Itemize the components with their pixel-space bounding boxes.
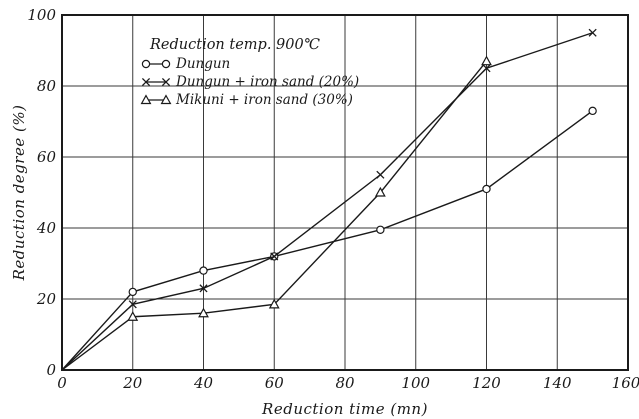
y-tick-label: 20 [36,290,57,308]
x-tick-label: 0 [57,374,67,392]
y-axis-label: Reduction degree (%) [10,105,28,282]
x-axis-label: Reduction time (mn) [261,400,428,418]
legend-label: Dungun [175,56,230,72]
legend-label: Dungun + iron sand (20%) [175,74,359,90]
x-tick-label: 100 [401,374,430,392]
data-point-circle [141,59,151,69]
legend-item: Mikuni + iron sand (30%) [140,92,353,108]
legend-item: Dungun + iron sand (20%) [141,74,359,90]
x-tick-label: 20 [122,374,143,392]
legend-title: Reduction temp. 900℃ [149,37,320,53]
plot-frame [61,14,629,371]
data-point-circle [199,266,208,275]
data-point-circle [128,287,137,297]
series-line [61,110,594,371]
data-point-triangle [140,94,152,105]
data-point-x [482,64,491,73]
data-point-x [128,300,137,309]
y-tick-labels: 0 20 40 60 80 100 [27,6,56,379]
data-point-triangle [160,94,172,105]
y-tick-label: 100 [27,6,56,24]
x-tick-label: 160 [612,374,639,392]
y-tick-label: 0 [46,361,56,379]
data-point-triangle [481,55,492,66]
data-point-x [161,77,171,87]
series-line [61,60,488,371]
legend-item: Dungun [141,56,230,72]
legend-label: Mikuni + iron sand (30%) [175,92,353,108]
y-tick-label: 80 [37,77,57,95]
data-point-x [376,170,385,179]
x-tick-label: 40 [193,374,214,392]
data-point-triangle [198,307,209,318]
data-point-triangle [268,298,280,309]
data-point-circle [588,106,597,116]
series-x [61,28,597,371]
data-point-triangle [374,186,386,197]
data-point-triangle [127,311,139,321]
legend: Reduction temp. 900℃ Dungun Dungun + iron… [140,37,359,108]
x-tick-labels: 0 20 40 60 80 100 120 140 160 [57,374,639,392]
x-tick-label: 60 [265,374,285,392]
series-layer [61,28,597,371]
data-point-x [270,252,279,261]
data-point-x [141,77,151,87]
data-point-x [588,28,597,37]
x-tick-label: 80 [335,374,355,392]
y-tick-label: 60 [37,148,57,166]
series-circle [61,106,597,371]
grid-lines [62,15,628,370]
x-tick-label: 120 [472,374,501,392]
data-point-circle [161,59,171,69]
data-point-x [199,284,208,293]
data-point-circle [376,225,385,234]
y-tick-label: 40 [36,219,57,237]
series-triangle [61,55,492,371]
x-tick-label: 140 [543,374,572,392]
data-point-circle [482,184,491,194]
